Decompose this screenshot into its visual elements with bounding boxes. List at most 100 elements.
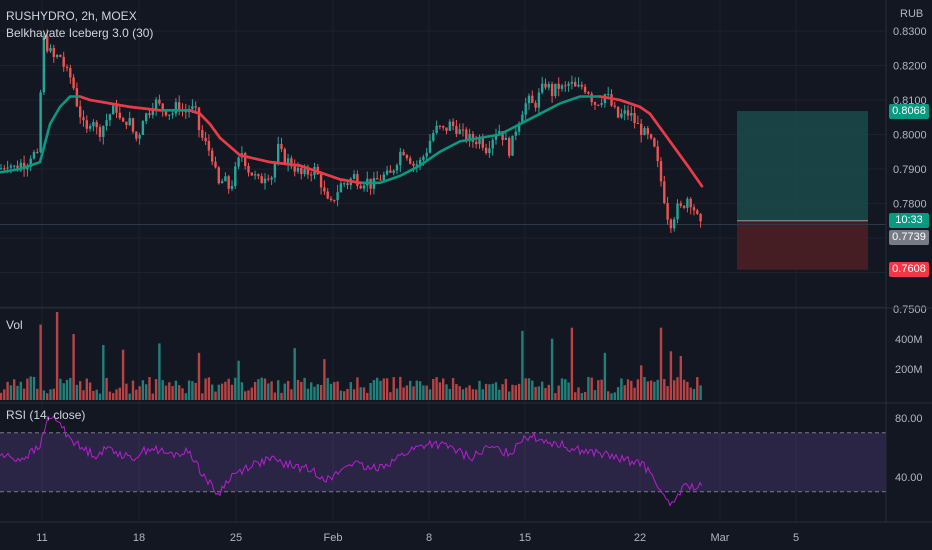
volume-bar: [49, 389, 52, 400]
candle-body: [214, 161, 217, 168]
volume-bar: [508, 391, 511, 400]
candle-body: [105, 120, 108, 127]
candle-body: [689, 198, 692, 208]
volume-bar: [125, 383, 128, 400]
volume-bar: [359, 387, 362, 400]
volume-bar: [468, 385, 471, 400]
price-tick-label: 0.8000: [893, 130, 927, 142]
candle-body: [438, 125, 442, 127]
volume-bar: [554, 393, 557, 400]
candle-body: [59, 54, 62, 57]
iceberg-ma-line: [0, 95, 704, 187]
candle-body: [164, 110, 168, 116]
volume-bar: [118, 387, 121, 400]
candle-body: [580, 84, 583, 87]
volume-bar: [484, 383, 488, 400]
volume-bar: [514, 385, 517, 400]
volume-bar: [154, 379, 158, 400]
volume-bar: [323, 359, 326, 400]
candle-body: [362, 185, 366, 189]
volume-bar: [197, 352, 201, 400]
candle-body: [333, 199, 336, 201]
candle-body: [428, 140, 432, 153]
candle-body: [564, 85, 567, 87]
volume-bar: [676, 377, 679, 400]
candle-body: [55, 54, 59, 58]
candle-body: [92, 122, 95, 127]
volume-bar: [85, 378, 88, 400]
volume-bar: [455, 383, 458, 400]
volume-bar: [141, 380, 145, 400]
candle-body: [405, 155, 409, 159]
candle-body: [560, 85, 564, 89]
volume-tick-label: 200M: [895, 364, 923, 376]
volume-bar: [633, 387, 636, 400]
volume-bar: [158, 343, 161, 400]
candle-body: [62, 56, 65, 67]
candle-body: [669, 219, 673, 229]
volume-bar: [234, 377, 237, 400]
time-tick-label: 25: [230, 532, 242, 544]
candle-body: [158, 99, 161, 104]
ma-down-segment: [108, 102, 132, 109]
volume-bar: [531, 380, 534, 400]
volume-bar: [108, 391, 112, 400]
candle-body: [465, 129, 468, 141]
candle-body: [478, 137, 481, 145]
time-tick-label: Feb: [324, 532, 343, 544]
candle-body: [554, 83, 557, 97]
pane-dividers[interactable]: [0, 0, 932, 523]
volume-bar: [438, 382, 442, 400]
ma-down-segment: [78, 95, 92, 102]
volume-bar: [26, 378, 29, 400]
candle-body: [72, 77, 75, 89]
volume-bar: [356, 377, 359, 400]
candle-body: [42, 36, 46, 93]
ma-down-segment: [638, 105, 652, 116]
candle-body: [184, 111, 187, 113]
volume-bar: [128, 393, 131, 400]
candle-body: [498, 131, 501, 135]
volume-bar: [300, 381, 303, 400]
volume-bar: [692, 389, 696, 400]
volume-bar: [379, 380, 382, 400]
volume-bar: [102, 345, 105, 400]
candle-body: [544, 83, 547, 88]
candle-body: [247, 165, 250, 173]
candle-body: [531, 95, 534, 103]
volume-bar: [240, 382, 244, 400]
ma-down-segment: [268, 160, 302, 167]
ma-down-segment: [198, 112, 212, 126]
volume-bar: [303, 377, 306, 400]
candle-body: [537, 92, 541, 108]
price-axis[interactable]: RUB0.83000.82000.81000.80000.79000.78000…: [893, 8, 927, 484]
volume-bar: [191, 381, 194, 400]
candle-body: [626, 110, 630, 116]
candle-body: [656, 146, 659, 162]
candle-body: [432, 133, 435, 141]
candle-body: [451, 121, 455, 126]
candle-body: [323, 187, 326, 192]
candle-body: [85, 120, 88, 129]
time-axis[interactable]: 11 18 25 Feb 8 15 22 Mar 5: [36, 532, 799, 544]
candle-body: [88, 126, 92, 129]
candle-body: [567, 83, 570, 86]
volume-bar: [55, 312, 59, 400]
symbol-title[interactable]: RUSHYDRO, 2h, MOEX: [6, 9, 137, 23]
volume-bar: [151, 393, 154, 400]
volume-bar: [521, 330, 524, 400]
candle-body: [19, 162, 22, 171]
rsi-legend[interactable]: RSI (14, close): [6, 408, 86, 422]
candle-body: [296, 167, 300, 172]
volume-legend[interactable]: Vol: [6, 318, 23, 332]
candle-body: [399, 151, 402, 166]
candle-body: [488, 148, 491, 154]
volume-bar: [666, 386, 669, 400]
time-tick-label: 15: [519, 532, 531, 544]
volume-bar: [293, 348, 296, 400]
ma-down-segment: [188, 109, 202, 116]
indicator-title[interactable]: Belkhayate Iceberg 3.0 (30): [6, 26, 154, 40]
price-tick-label: 0.7500: [893, 304, 927, 316]
volume-bar: [399, 376, 402, 400]
